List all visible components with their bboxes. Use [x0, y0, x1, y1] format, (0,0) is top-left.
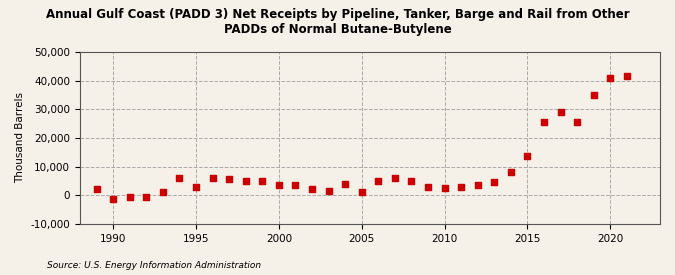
Point	[605, 76, 616, 80]
Point	[406, 179, 417, 183]
Point	[389, 176, 400, 180]
Point	[290, 183, 301, 187]
Point	[356, 190, 367, 194]
Point	[439, 186, 450, 190]
Point	[589, 93, 599, 97]
Point	[373, 179, 383, 183]
Point	[273, 183, 284, 187]
Point	[622, 74, 632, 79]
Point	[472, 183, 483, 187]
Point	[240, 179, 251, 183]
Point	[108, 197, 119, 202]
Point	[190, 184, 201, 189]
Point	[124, 194, 135, 199]
Point	[323, 189, 334, 193]
Point	[522, 154, 533, 159]
Point	[207, 176, 218, 180]
Point	[506, 170, 516, 174]
Text: Annual Gulf Coast (PADD 3) Net Receipts by Pipeline, Tanker, Barge and Rail from: Annual Gulf Coast (PADD 3) Net Receipts …	[46, 8, 629, 36]
Point	[157, 190, 168, 194]
Point	[224, 177, 235, 182]
Point	[141, 194, 152, 199]
Point	[539, 120, 549, 124]
Point	[423, 184, 433, 189]
Point	[489, 180, 500, 185]
Point	[174, 176, 185, 180]
Point	[340, 182, 350, 186]
Point	[572, 120, 583, 124]
Point	[91, 187, 102, 192]
Point	[306, 187, 317, 192]
Point	[555, 110, 566, 114]
Y-axis label: Thousand Barrels: Thousand Barrels	[15, 92, 25, 183]
Point	[456, 184, 466, 189]
Point	[257, 179, 268, 183]
Text: Source: U.S. Energy Information Administration: Source: U.S. Energy Information Administ…	[47, 260, 261, 270]
